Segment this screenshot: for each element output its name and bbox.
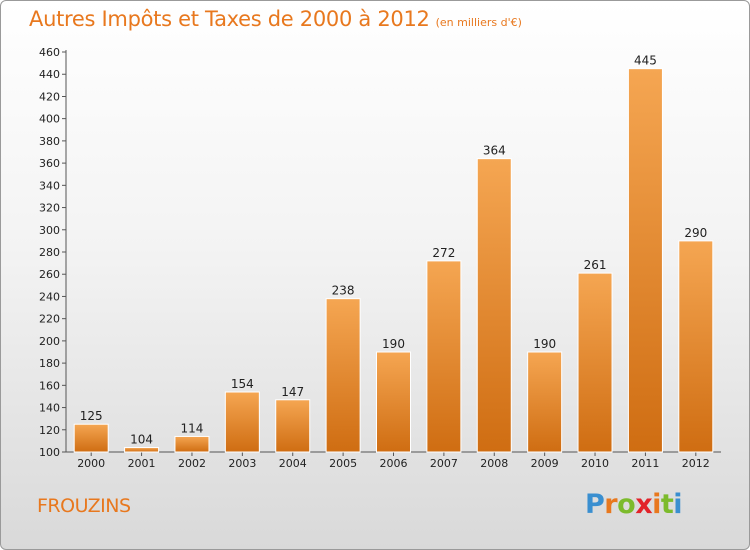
y-tick-label: 280 — [39, 246, 60, 259]
x-tick-label: 2012 — [682, 457, 710, 470]
bar — [476, 158, 512, 453]
bar-value-label: 445 — [634, 54, 657, 68]
y-tick-label: 260 — [39, 268, 60, 281]
bar — [627, 68, 663, 453]
y-tick-label: 320 — [39, 202, 60, 215]
y-tick-label: 420 — [39, 90, 60, 103]
x-tick-label: 2008 — [480, 457, 508, 470]
x-tick-label: 2007 — [430, 457, 458, 470]
chart-title-text: Autres Impôts et Taxes de 2000 à 2012 — [29, 7, 430, 31]
y-tick-label: 140 — [39, 402, 60, 415]
y-tick-label: 360 — [39, 157, 60, 170]
bar — [174, 435, 210, 453]
bar — [124, 447, 160, 453]
bar — [275, 399, 311, 453]
x-tick-label: 2003 — [228, 457, 256, 470]
y-tick-label: 100 — [39, 446, 60, 459]
chart-axes: 100 120 140 160 180 200 220 240 260 280 300 320 340 3… — [39, 46, 721, 459]
bar-value-label: 154 — [231, 377, 254, 391]
bar — [376, 351, 411, 453]
y-tick-label: 460 — [39, 46, 60, 59]
x-tick-label: 2000 — [77, 457, 105, 470]
y-tick-label: 380 — [39, 135, 60, 148]
bar-value-label: 104 — [130, 433, 153, 447]
bar-value-label: 147 — [281, 385, 304, 399]
x-tick-label: 2005 — [329, 457, 357, 470]
x-tick-label: 2002 — [178, 457, 206, 470]
bar-value-label: 272 — [432, 246, 455, 260]
x-tick-label: 2009 — [531, 457, 559, 470]
bar-value-label: 125 — [80, 409, 103, 423]
y-tick-label: 180 — [39, 357, 60, 370]
bar — [325, 298, 361, 453]
commune-name: FROUZINS — [37, 495, 131, 517]
bar-value-label: 190 — [533, 337, 556, 351]
bar-value-label: 290 — [684, 226, 707, 240]
chart-labels: 2000 125 2001 104 2002 114 2003 154 2004 147 2005 2… — [77, 54, 710, 470]
bar — [527, 351, 563, 453]
bar-value-label: 238 — [332, 284, 355, 298]
bar — [577, 272, 613, 453]
bar-value-label: 261 — [584, 258, 607, 272]
chart-bars — [73, 68, 714, 453]
bar-value-label: 364 — [483, 144, 506, 158]
bar — [678, 240, 714, 453]
bar — [73, 423, 109, 453]
x-tick-label: 2010 — [581, 457, 609, 470]
x-tick-label: 2004 — [279, 457, 307, 470]
y-tick-label: 120 — [39, 424, 60, 437]
y-tick-label: 400 — [39, 113, 60, 126]
y-tick-label: 160 — [39, 379, 60, 392]
y-tick-label: 440 — [39, 68, 60, 81]
proxiti-logo: Proxiti — [585, 489, 683, 520]
bar-value-label: 114 — [181, 421, 204, 435]
y-tick-label: 220 — [39, 313, 60, 326]
y-tick-label: 300 — [39, 224, 60, 237]
x-tick-label: 2001 — [128, 457, 156, 470]
bar — [426, 260, 462, 453]
y-tick-label: 340 — [39, 179, 60, 192]
bar — [224, 391, 260, 453]
y-tick-label: 200 — [39, 335, 60, 348]
x-tick-label: 2011 — [631, 457, 659, 470]
x-tick-label: 2006 — [380, 457, 408, 470]
chart-subtitle: (en milliers d'€) — [435, 16, 522, 29]
bar-value-label: 190 — [382, 337, 405, 351]
y-tick-label: 240 — [39, 290, 60, 303]
chart-title: Autres Impôts et Taxes de 2000 à 2012 (en… — [29, 7, 522, 31]
